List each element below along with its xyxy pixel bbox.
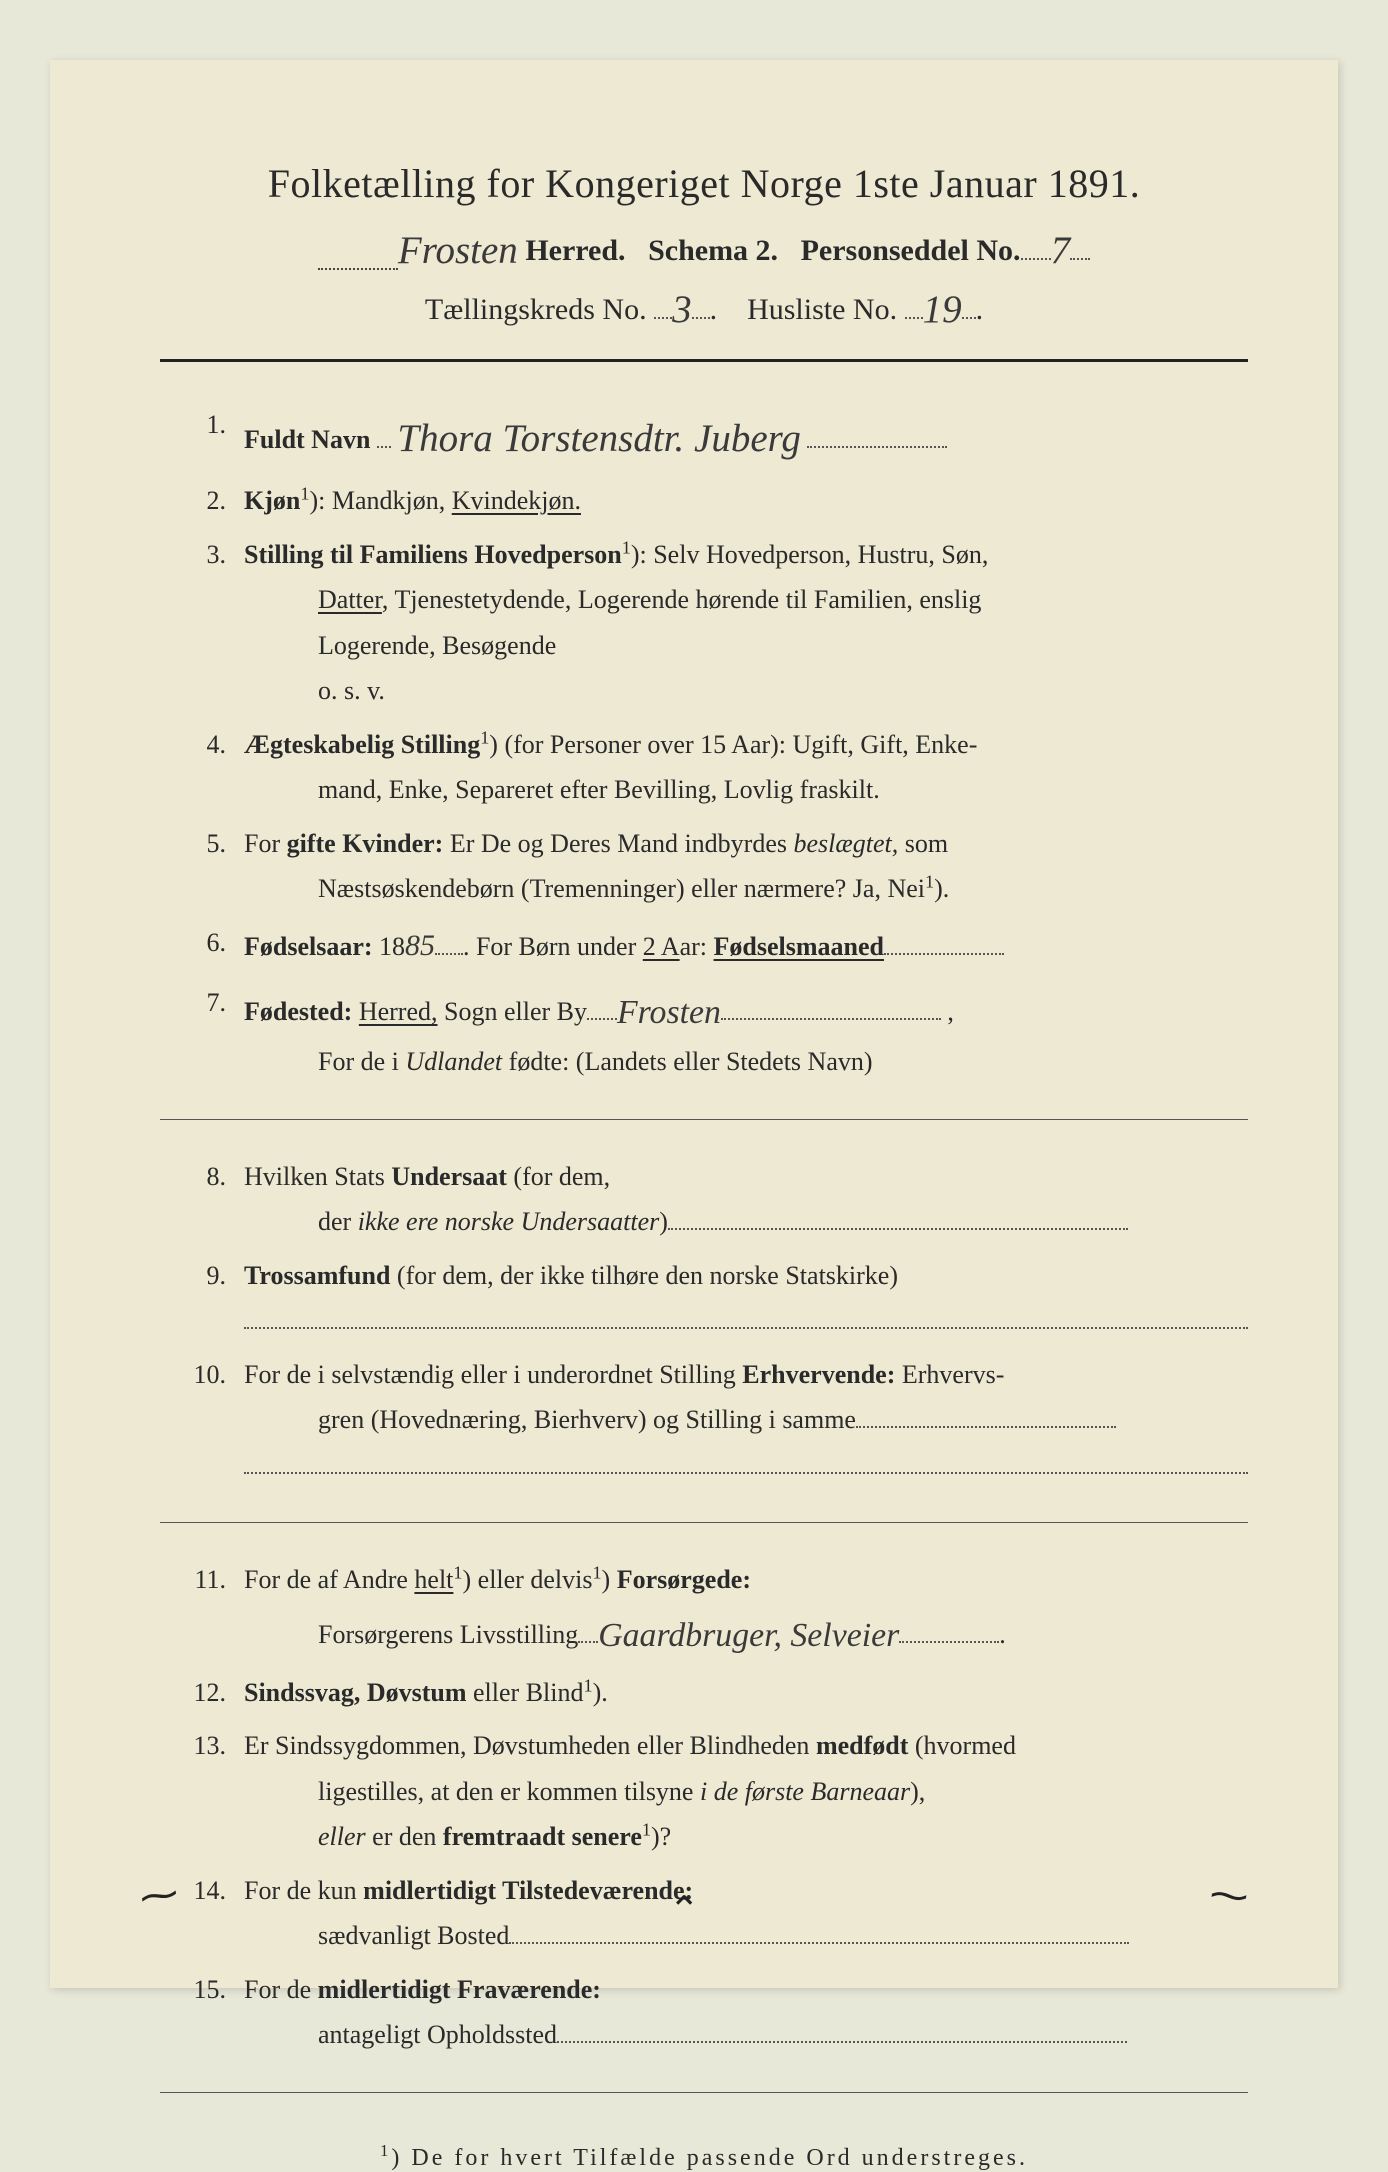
field-1: 1. Fuldt Navn Thora Torstensdtr. Juberg: [160, 402, 1248, 470]
field-15: 15. For de midlertidigt Fraværende: anta…: [160, 1967, 1248, 2058]
field-8: 8. Hvilken Stats Undersaat (for dem, der…: [160, 1154, 1248, 1245]
value-fuldt-navn: Thora Torstensdtr. Juberg: [397, 405, 800, 473]
num-13: 13.: [160, 1723, 244, 1860]
field-14: 14. For de kun midlertidigt Tilstedevære…: [160, 1868, 1248, 1959]
schema-label: Schema 2.: [648, 234, 778, 267]
divider-top: [160, 359, 1248, 362]
herred-handwritten: Frosten: [398, 228, 518, 273]
num-1: 1.: [160, 402, 244, 470]
field-6: 6. Fødselsaar: 1885. For Børn under 2 Aa…: [160, 920, 1248, 972]
value-kjon: Kvindekjøn.: [452, 486, 581, 515]
field-10: 10. For de i selvstændig eller i underor…: [160, 1352, 1248, 1489]
tkreds-label: Tællingskreds No.: [425, 293, 647, 326]
num-12: 12.: [160, 1670, 244, 1716]
field-13: 13. Er Sindssygdommen, Døvstumheden elle…: [160, 1723, 1248, 1860]
divider-1: [160, 1119, 1248, 1120]
num-7: 7.: [160, 980, 244, 1085]
num-5: 5.: [160, 821, 244, 912]
num-6: 6.: [160, 920, 244, 972]
value-fodested: Frosten: [617, 983, 721, 1042]
field-5: 5. For gifte Kvinder: Er De og Deres Man…: [160, 821, 1248, 912]
divider-3: [160, 2092, 1248, 2093]
tkreds-no: 3: [672, 287, 692, 332]
personseddel-no: 7: [1051, 228, 1071, 273]
value-fodselsaar: 85: [405, 929, 435, 962]
subtitle-1: Frosten Herred. Schema 2. Personseddel N…: [160, 225, 1248, 270]
divider-2: [160, 1522, 1248, 1523]
num-15: 15.: [160, 1967, 244, 2058]
document-page: Folketælling for Kongeriget Norge 1ste J…: [50, 60, 1338, 1988]
mark-right: ⁓: [1207, 1871, 1251, 1921]
num-3: 3.: [160, 532, 244, 714]
field-3: 3. Stilling til Familiens Hovedperson1):…: [160, 532, 1248, 714]
field-12: 12. Sindssvag, Døvstum eller Blind1).: [160, 1670, 1248, 1716]
husliste-label: Husliste No.: [747, 293, 897, 326]
num-9: 9.: [160, 1253, 244, 1344]
field-11: 11. For de af Andre helt1) eller delvis1…: [160, 1557, 1248, 1662]
subtitle-2: Tællingskreds No. 3. Husliste No. 19.: [160, 284, 1248, 329]
herred-label: Herred.: [525, 234, 625, 267]
field-4: 4. Ægteskabelig Stilling1) (for Personer…: [160, 722, 1248, 813]
num-11: 11.: [160, 1557, 244, 1662]
page-title: Folketælling for Kongeriget Norge 1ste J…: [160, 160, 1248, 207]
footnote: 1) De for hvert Tilfælde passende Ord un…: [160, 2141, 1248, 2172]
num-8: 8.: [160, 1154, 244, 1245]
label-fuldt-navn: Fuldt Navn: [244, 425, 370, 454]
mark-mid: ⌃: [668, 1888, 700, 1933]
label-kjon: Kjøn: [244, 486, 300, 515]
field-2: 2. Kjøn1): Mandkjøn, Kvindekjøn.: [160, 478, 1248, 524]
husliste-no: 19: [923, 287, 962, 332]
mark-left: ⁓: [137, 1871, 181, 1921]
personseddel-label: Personseddel No.: [801, 234, 1021, 267]
field-7: 7. Fødested: Herred, Sogn eller ByFroste…: [160, 980, 1248, 1085]
value-livsstilling: Gaardbruger, Selveier: [598, 1606, 899, 1665]
field-9: 9. Trossamfund (for dem, der ikke tilhør…: [160, 1253, 1248, 1344]
num-2: 2.: [160, 478, 244, 524]
num-4: 4.: [160, 722, 244, 813]
value-stilling: Datter: [318, 585, 382, 614]
num-10: 10.: [160, 1352, 244, 1489]
